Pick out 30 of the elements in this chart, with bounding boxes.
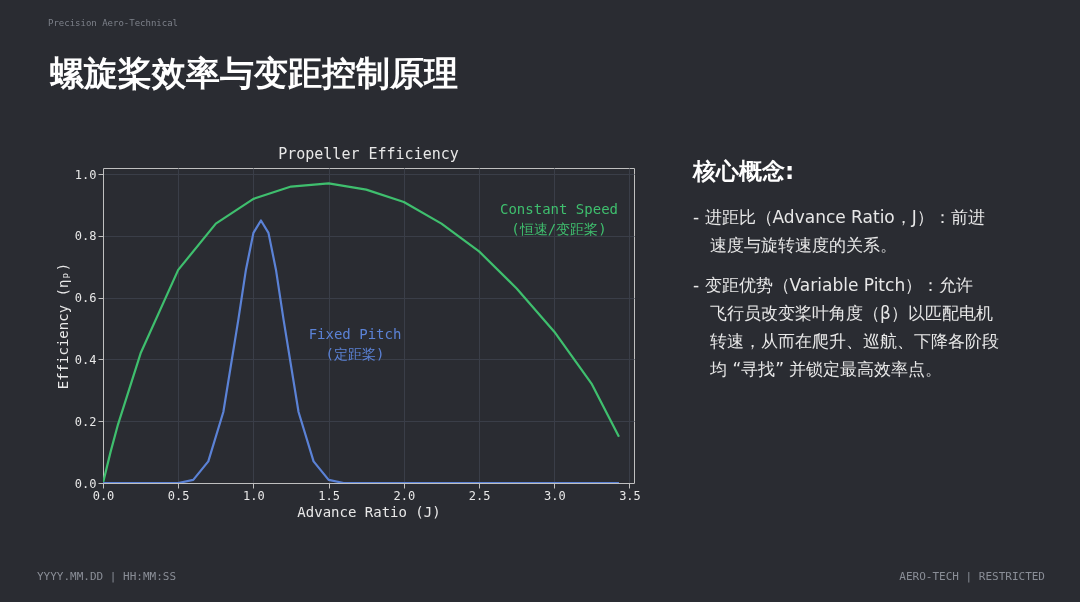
y-axis-title: Efficiency (ηₚ): [54, 262, 71, 390]
text: 均 “寻找” 并锁定最高效率点。: [709, 359, 943, 379]
x-axis-title: Advance Ratio (J): [297, 503, 441, 520]
y-tick-label: 0.2: [74, 414, 97, 429]
text: 速度与旋转速度的关系。: [710, 235, 897, 255]
text: AERO-TECH | RESTRICTED: [899, 570, 1045, 583]
text: 核心概念:: [692, 158, 795, 184]
text: Precision Aero-Technical: [48, 18, 179, 28]
y-tick-label: 0.0: [74, 476, 97, 491]
text: YYYY.MM.DD | HH:MM:SS: [37, 570, 177, 583]
x-tick-label: 1.0: [243, 488, 265, 503]
x-tick-label: 3.0: [543, 488, 566, 503]
text: - 变距优势（Variable Pitch）：允许: [693, 275, 974, 295]
y-tick-label: 0.4: [74, 352, 97, 367]
x-tick-label: 0.0: [92, 488, 115, 503]
x-tick-label: 2.0: [393, 488, 416, 503]
x-tick-label: 1.5: [318, 488, 340, 503]
text: 飞行员改变桨叶角度（β）以匹配电机: [710, 303, 993, 323]
x-tick-label: 3.5: [619, 488, 641, 503]
text: - 进距比（Advance Ratio，J）：前进: [693, 207, 985, 227]
chart-title: Propeller Efficiency: [278, 145, 459, 163]
y-tick-label: 1.0: [74, 167, 97, 182]
text: 螺旋桨效率与变距控制原理: [49, 53, 458, 93]
y-tick-label: 0.6: [74, 291, 97, 306]
y-tick-label: 0.8: [74, 229, 97, 244]
series-label: Constant Speed (恒速/变距桨): [499, 201, 619, 237]
x-tick-label: 2.5: [468, 488, 491, 503]
text: 转速，从而在爬升、巡航、下降各阶段: [710, 331, 999, 351]
series-label: Fixed Pitch (定距桨): [308, 326, 402, 362]
x-tick-label: 0.5: [167, 488, 190, 503]
